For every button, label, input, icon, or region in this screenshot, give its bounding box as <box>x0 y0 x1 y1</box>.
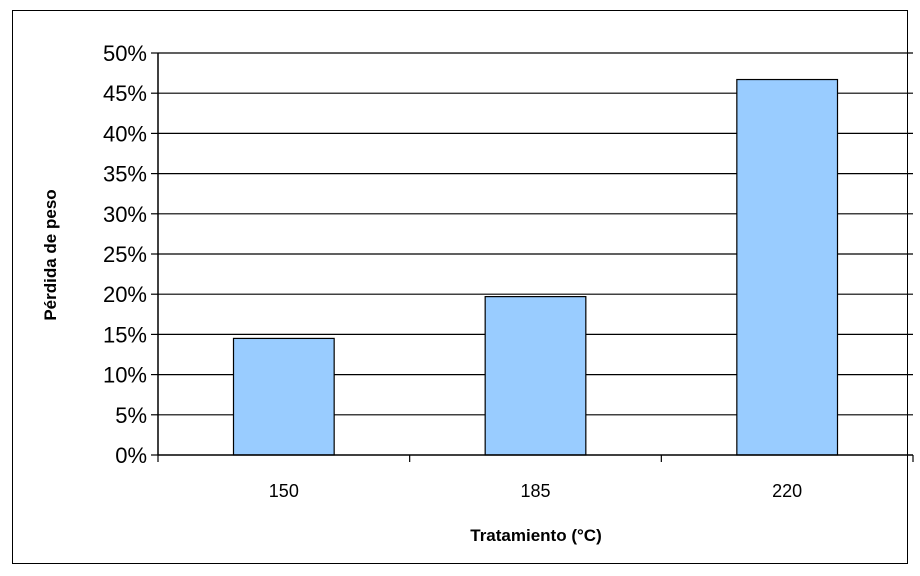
y-tick-label: 35% <box>103 162 147 187</box>
y-axis-title: Pérdida de peso <box>41 189 60 320</box>
y-tick-label: 25% <box>103 242 147 267</box>
y-tick-label: 20% <box>103 282 147 307</box>
y-tick-label: 30% <box>103 202 147 227</box>
x-tick-labels: 150 185 220 <box>269 481 802 501</box>
bar <box>484 296 587 456</box>
y-tick-label: 50% <box>103 41 147 66</box>
y-tick-labels: 0% 5% 10% 15% 20% 25% 30% 35% 40% 45% 50% <box>103 41 147 468</box>
x-axis-title: Tratamiento (°C) <box>470 526 601 545</box>
y-tick-label: 10% <box>103 363 147 388</box>
bar <box>232 337 335 456</box>
x-tick-label: 185 <box>520 481 550 501</box>
x-tick-label: 150 <box>269 481 299 501</box>
y-tick-label: 40% <box>103 121 147 146</box>
y-tick-label: 0% <box>115 443 147 468</box>
y-tick-label: 5% <box>115 403 147 428</box>
bars <box>232 78 839 456</box>
y-tick-label: 15% <box>103 322 147 347</box>
axes <box>151 52 914 462</box>
bar <box>736 78 839 456</box>
x-tick-label: 220 <box>772 481 802 501</box>
y-tick-label: 45% <box>103 81 147 106</box>
